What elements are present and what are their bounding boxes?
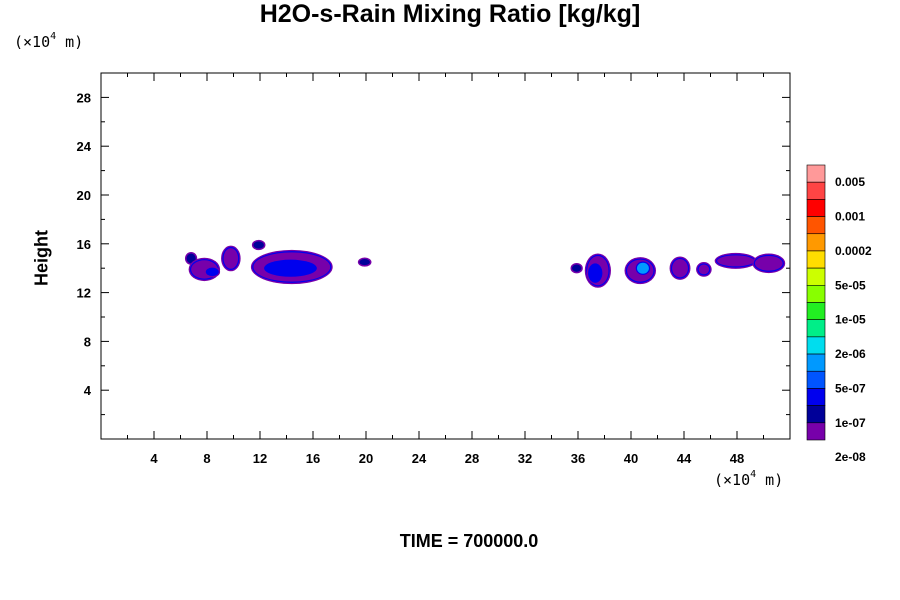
rain-cell (636, 262, 649, 274)
colorbar-label: 0.005 (835, 175, 865, 189)
x-unit-suffix: m) (756, 471, 784, 489)
x-tick-label: 20 (359, 451, 373, 466)
y-tick-label: 8 (84, 334, 91, 349)
colorbar-label: 1e-07 (835, 416, 866, 430)
colorbar-swatch (806, 302, 826, 320)
y-tick-label: 16 (77, 237, 91, 252)
colorbar-swatch (806, 336, 826, 355)
x-tick-label: 48 (730, 451, 744, 466)
colorbar-swatch (806, 370, 826, 389)
rain-cell (672, 259, 688, 278)
rain-cell (589, 264, 602, 282)
rain-cell (253, 241, 264, 249)
colorbar-swatch (806, 319, 826, 338)
x-tick-label: 32 (518, 451, 532, 466)
rain-cell (186, 253, 196, 264)
colorbar-swatch (806, 233, 826, 252)
y-axis: 4 8 12 16 20 24 28 (77, 72, 790, 440)
colorbar-label: 2e-08 (835, 450, 866, 464)
x-axis: 4 8 12 16 20 24 28 32 36 40 44 48 (100, 73, 791, 466)
colorbar-swatch (806, 353, 826, 372)
x-tick-label: 12 (253, 451, 267, 466)
rain-cell (717, 255, 755, 267)
colorbar: 0.005 0.001 0.0002 5e-05 1e-05 2e-06 5e-07 1e-0… (806, 164, 872, 464)
y-unit-prefix: (×10 (14, 33, 51, 51)
chart-title: H2O-s-Rain Mixing Ratio [kg/kg] (259, 0, 641, 28)
colorbar-label: 0.001 (835, 210, 865, 224)
colorbar-label: 5e-05 (835, 278, 866, 292)
rain-cell (223, 248, 239, 269)
colorbar-swatch (806, 405, 826, 424)
rain-cell (359, 259, 370, 266)
colorbar-swatch (806, 422, 826, 441)
y-axis-unit: (×104 m) (14, 31, 84, 51)
colorbar-label: 1e-05 (835, 313, 866, 327)
colorbar-swatch (806, 216, 826, 235)
rain-cell (754, 256, 783, 271)
colorbar-label: 0.0002 (835, 244, 872, 258)
rain-cell (572, 264, 582, 272)
y-tick-label: 12 (77, 286, 91, 301)
x-tick-label: 40 (624, 451, 638, 466)
y-tick-label: 20 (77, 188, 91, 203)
colorbar-swatch (806, 181, 826, 200)
x-tick-label: 24 (412, 451, 427, 466)
rain-field (184, 239, 786, 288)
x-axis-unit: (×104 m) (714, 469, 784, 489)
x-tick-label: 8 (203, 451, 210, 466)
x-tick-label: 36 (571, 451, 585, 466)
x-tick-label: 28 (465, 451, 479, 466)
x-tick-label: 16 (306, 451, 320, 466)
x-unit-exponent: 4 (750, 469, 757, 480)
colorbar-label: 2e-06 (835, 347, 866, 361)
colorbar-swatch (806, 164, 826, 183)
colorbar-label: 5e-07 (835, 381, 866, 395)
plot-frame (100, 72, 791, 440)
x-tick-label: 44 (677, 451, 692, 466)
x-tick-label: 4 (150, 451, 158, 466)
y-tick-label: 24 (77, 139, 92, 154)
x-unit-prefix: (×10 (714, 471, 751, 489)
colorbar-swatch (806, 388, 826, 406)
colorbar-swatch (806, 267, 826, 286)
time-label: TIME = 700000.0 (399, 531, 539, 551)
colorbar-swatch (806, 285, 826, 303)
rain-cell (265, 260, 316, 276)
rain-cell (207, 268, 218, 275)
rain-cell (698, 264, 710, 275)
colorbar-swatch (806, 199, 826, 217)
y-unit-exponent: 4 (50, 31, 57, 42)
y-tick-label: 4 (84, 383, 92, 398)
colorbar-swatch (806, 250, 826, 269)
y-unit-suffix: m) (56, 33, 84, 51)
y-tick-label: 28 (77, 90, 91, 105)
